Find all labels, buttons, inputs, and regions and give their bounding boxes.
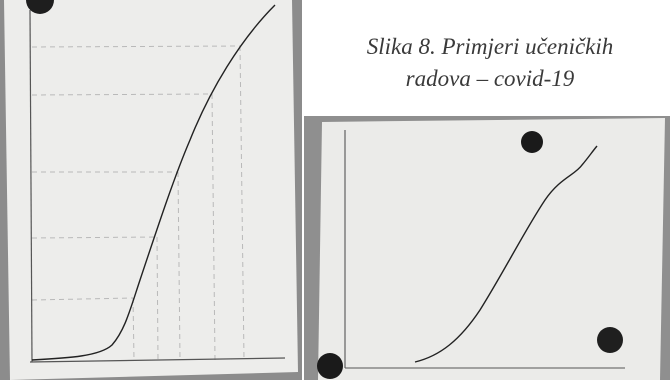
caption-line: radova – covid-19 [406,66,575,91]
caption-line: Slika 8. Primjeri učeničkih [367,34,614,59]
magnet [597,327,623,353]
magnet [521,131,543,153]
figure: Slika 8. Primjeri učeničkih radova – cov… [0,0,670,380]
right-photo [304,116,670,380]
left-photo [0,0,302,380]
magnet [317,353,343,379]
paper-sheet [4,0,298,380]
page: {"caption": {"line1": "Slika 8. Primjeri… [0,0,670,380]
